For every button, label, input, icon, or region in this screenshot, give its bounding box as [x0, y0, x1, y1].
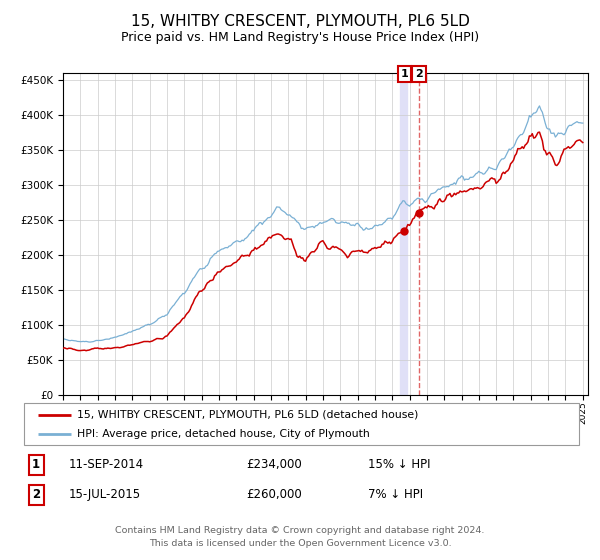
Text: 15% ↓ HPI: 15% ↓ HPI	[368, 458, 431, 472]
Text: HPI: Average price, detached house, City of Plymouth: HPI: Average price, detached house, City…	[77, 429, 370, 439]
Text: 2: 2	[32, 488, 40, 502]
Text: 15, WHITBY CRESCENT, PLYMOUTH, PL6 5LD (detached house): 15, WHITBY CRESCENT, PLYMOUTH, PL6 5LD (…	[77, 409, 418, 419]
Text: £260,000: £260,000	[246, 488, 302, 502]
Text: 11-SEP-2014: 11-SEP-2014	[68, 458, 143, 472]
Text: Contains HM Land Registry data © Crown copyright and database right 2024.: Contains HM Land Registry data © Crown c…	[115, 526, 485, 535]
Text: 1: 1	[32, 458, 40, 472]
Text: 15, WHITBY CRESCENT, PLYMOUTH, PL6 5LD: 15, WHITBY CRESCENT, PLYMOUTH, PL6 5LD	[131, 14, 469, 29]
FancyBboxPatch shape	[24, 403, 579, 445]
Text: 1: 1	[401, 69, 409, 79]
Text: 2: 2	[415, 69, 423, 79]
Text: This data is licensed under the Open Government Licence v3.0.: This data is licensed under the Open Gov…	[149, 539, 451, 548]
Text: £234,000: £234,000	[246, 458, 302, 472]
Text: 7% ↓ HPI: 7% ↓ HPI	[368, 488, 423, 502]
Text: Price paid vs. HM Land Registry's House Price Index (HPI): Price paid vs. HM Land Registry's House …	[121, 31, 479, 44]
Text: 15-JUL-2015: 15-JUL-2015	[68, 488, 140, 502]
